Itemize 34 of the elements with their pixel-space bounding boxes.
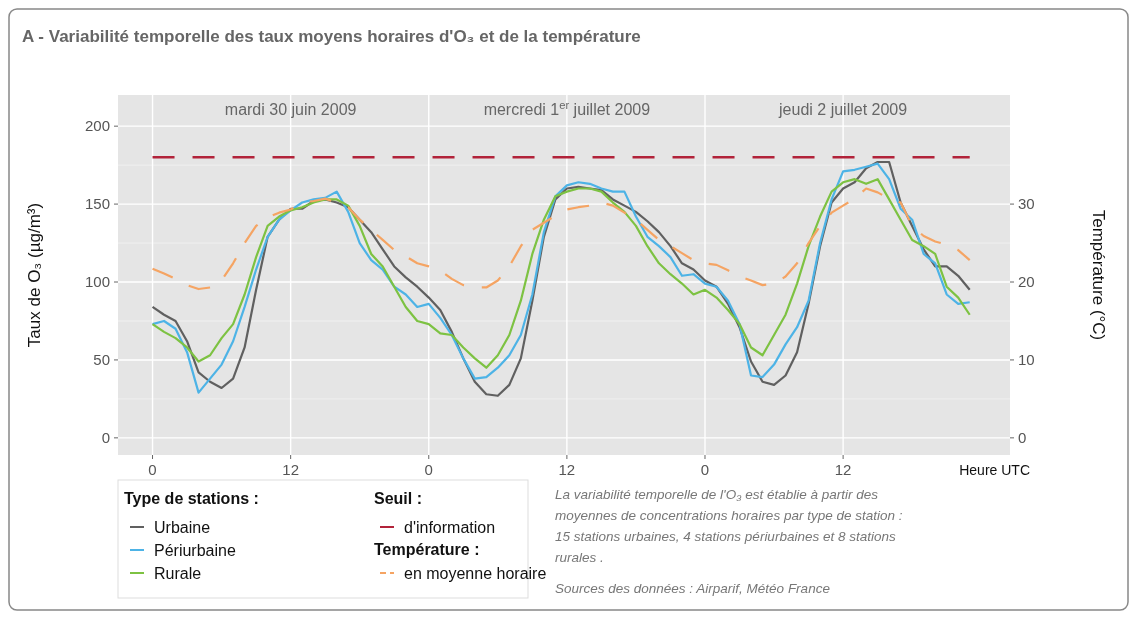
y2-tick-label: 20 bbox=[1018, 273, 1035, 291]
legend-label: Urbaine bbox=[154, 518, 211, 536]
annotation: mardi 30 juin 2009 bbox=[224, 101, 357, 118]
y-axis-title: Taux de O₃ (µg/m³) bbox=[25, 202, 44, 348]
legend-label: Périurbaine bbox=[154, 541, 236, 559]
y-tick-label: 150 bbox=[84, 195, 110, 213]
x-tick-label: 0 bbox=[424, 461, 433, 478]
x-tick-label: 12 bbox=[834, 461, 852, 478]
legend-label: Rurale bbox=[154, 564, 202, 582]
chart-title: A - Variabilité temporelle des taux moyens horaires d'O₃ et de la température bbox=[22, 27, 641, 46]
x-axis-title: Heure UTC bbox=[959, 462, 1030, 478]
text: Seuil : bbox=[374, 490, 423, 507]
line-series bbox=[151, 187, 971, 291]
y-tick-label: 100 bbox=[84, 273, 110, 291]
legend-label: en moyenne horaire bbox=[404, 564, 547, 582]
source-note: Sources des données : Airparif, Météo France bbox=[555, 581, 830, 596]
y2-axis-title: Température (°C) bbox=[1089, 209, 1108, 341]
x-tick-label: 0 bbox=[700, 461, 710, 478]
line-series bbox=[151, 178, 971, 369]
y2-tick-label: 0 bbox=[1018, 429, 1027, 447]
y-tick-label: 50 bbox=[93, 351, 110, 369]
text: Température : bbox=[374, 541, 480, 558]
x-tick-label: 12 bbox=[558, 461, 576, 478]
y2-tick-label: 10 bbox=[1018, 351, 1035, 369]
y2-tick-label: 30 bbox=[1018, 195, 1035, 213]
annotation: mercredi 1$^{er}$ juillet 2009 bbox=[483, 99, 651, 118]
annotation: jeudi 2 juillet 2009 bbox=[778, 101, 908, 118]
x-tick-label: 0 bbox=[148, 461, 157, 478]
y-tick-label: 200 bbox=[84, 117, 110, 135]
text: La variabilité temporelle de l'O₃ est établie à partir des moyennes de concentrations horaires par type de station : 15 stations urbaines, 4 stations périurbaines et 8 stations rurales . bbox=[555, 487, 903, 565]
y-tick-label: 0 bbox=[101, 429, 110, 447]
x-tick-label: 12 bbox=[282, 461, 299, 478]
legend-label: d'information bbox=[404, 518, 496, 536]
legend-title: Type de stations : bbox=[124, 490, 259, 507]
